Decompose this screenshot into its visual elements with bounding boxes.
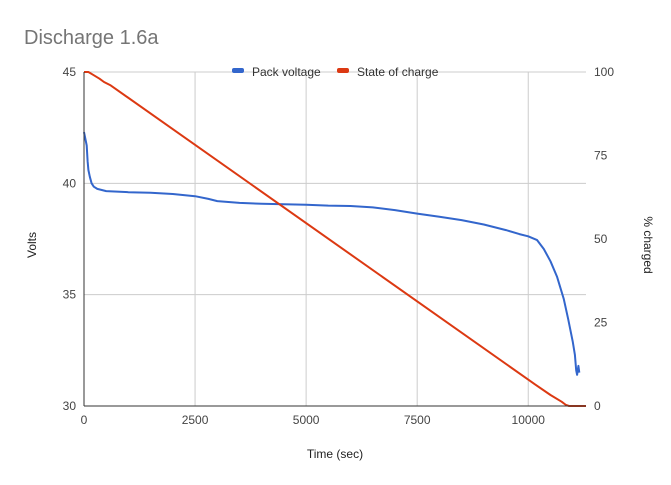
legend-label-state-of-charge: State of charge <box>357 65 439 79</box>
chart-ticks: 0 2500 5000 7500 10000 30 35 40 45 0 25 50 75 100 <box>63 65 615 427</box>
legend-swatch-pack-voltage <box>232 68 244 73</box>
chart-title: Discharge 1.6a <box>24 27 159 49</box>
legend: Pack voltage State of charge <box>232 65 439 79</box>
y-right-tick-label: 75 <box>594 149 608 163</box>
y-left-tick-label: 45 <box>63 65 77 79</box>
x-tick-label: 7500 <box>404 413 431 427</box>
x-tick-label: 0 <box>81 413 88 427</box>
y-right-tick-label: 0 <box>594 399 601 413</box>
series-line-state-of-charge <box>84 71 586 407</box>
y-left-tick-label: 30 <box>63 399 77 413</box>
series-line-pack-voltage <box>83 131 581 376</box>
y-axis-right-label: % charged <box>641 216 655 273</box>
legend-label-pack-voltage: Pack voltage <box>252 65 321 79</box>
y-left-tick-label: 35 <box>63 288 77 302</box>
y-axis-left-label: Volts <box>25 232 39 258</box>
chart-series <box>83 71 586 407</box>
x-tick-label: 2500 <box>182 413 209 427</box>
y-right-tick-label: 25 <box>594 316 608 330</box>
x-axis-label: Time (sec) <box>307 447 363 461</box>
x-tick-label: 10000 <box>512 413 546 427</box>
legend-swatch-state-of-charge <box>337 68 349 73</box>
x-tick-label: 5000 <box>293 413 320 427</box>
chart-axes <box>83 72 586 407</box>
y-right-tick-label: 50 <box>594 232 608 246</box>
chart-gridlines <box>84 71 586 406</box>
y-right-tick-label: 100 <box>594 65 614 79</box>
y-left-tick-label: 40 <box>63 176 77 190</box>
